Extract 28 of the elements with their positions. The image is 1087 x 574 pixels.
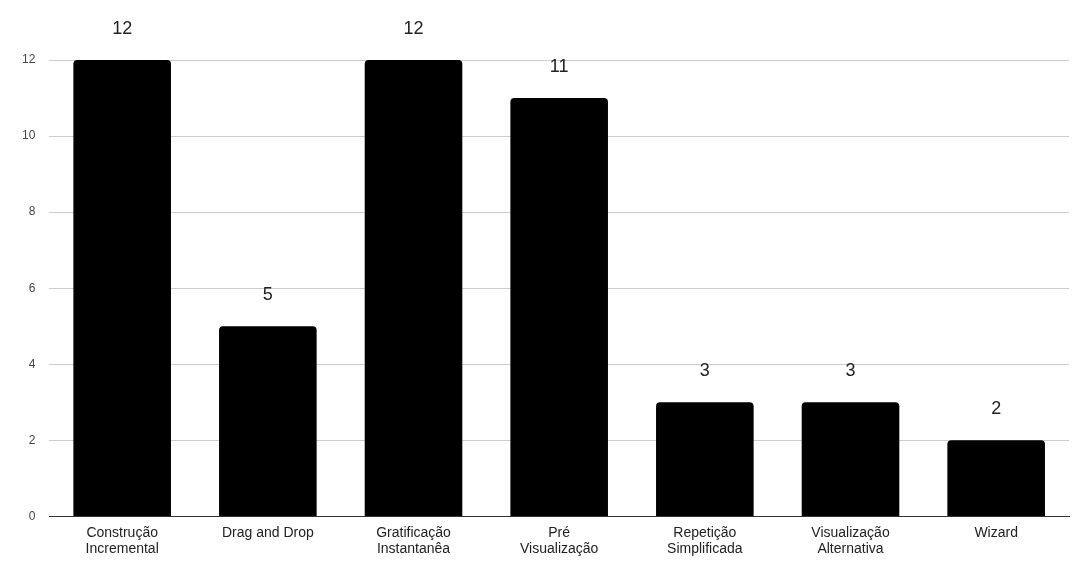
x-tick-label: Visualização Alternativa <box>811 523 890 557</box>
bar <box>364 60 463 516</box>
bar <box>510 98 608 516</box>
y-tick-label: 6 <box>28 280 36 295</box>
data-label: 12 <box>403 17 424 38</box>
x-tick-label: Gratificação Instantanêa <box>376 523 452 557</box>
y-tick-label: 0 <box>28 508 36 523</box>
x-tick-label: Construção Incremental <box>85 523 159 557</box>
data-label: 11 <box>549 56 569 76</box>
bar <box>73 60 171 516</box>
data-label: 3 <box>699 360 710 381</box>
bar <box>656 402 754 516</box>
y-tick-label: 12 <box>21 52 36 67</box>
data-label: 12 <box>112 17 133 38</box>
x-tick-label: Drag and Drop <box>221 523 314 540</box>
y-tick-label: 4 <box>28 356 36 371</box>
bar <box>947 440 1045 516</box>
data-label: 5 <box>262 284 273 305</box>
data-label: 2 <box>991 398 1002 419</box>
x-tick-label: Wizard <box>974 523 1018 540</box>
data-label: 3 <box>845 360 856 381</box>
bar <box>801 402 900 516</box>
y-tick-label: 2 <box>28 432 36 447</box>
bar <box>219 326 317 516</box>
y-tick-label: 8 <box>28 204 36 219</box>
y-tick-label: 10 <box>21 128 36 143</box>
x-tick-label: Pré Visualização <box>519 523 599 557</box>
x-tick-label: Repetição Simplificada <box>667 523 743 557</box>
